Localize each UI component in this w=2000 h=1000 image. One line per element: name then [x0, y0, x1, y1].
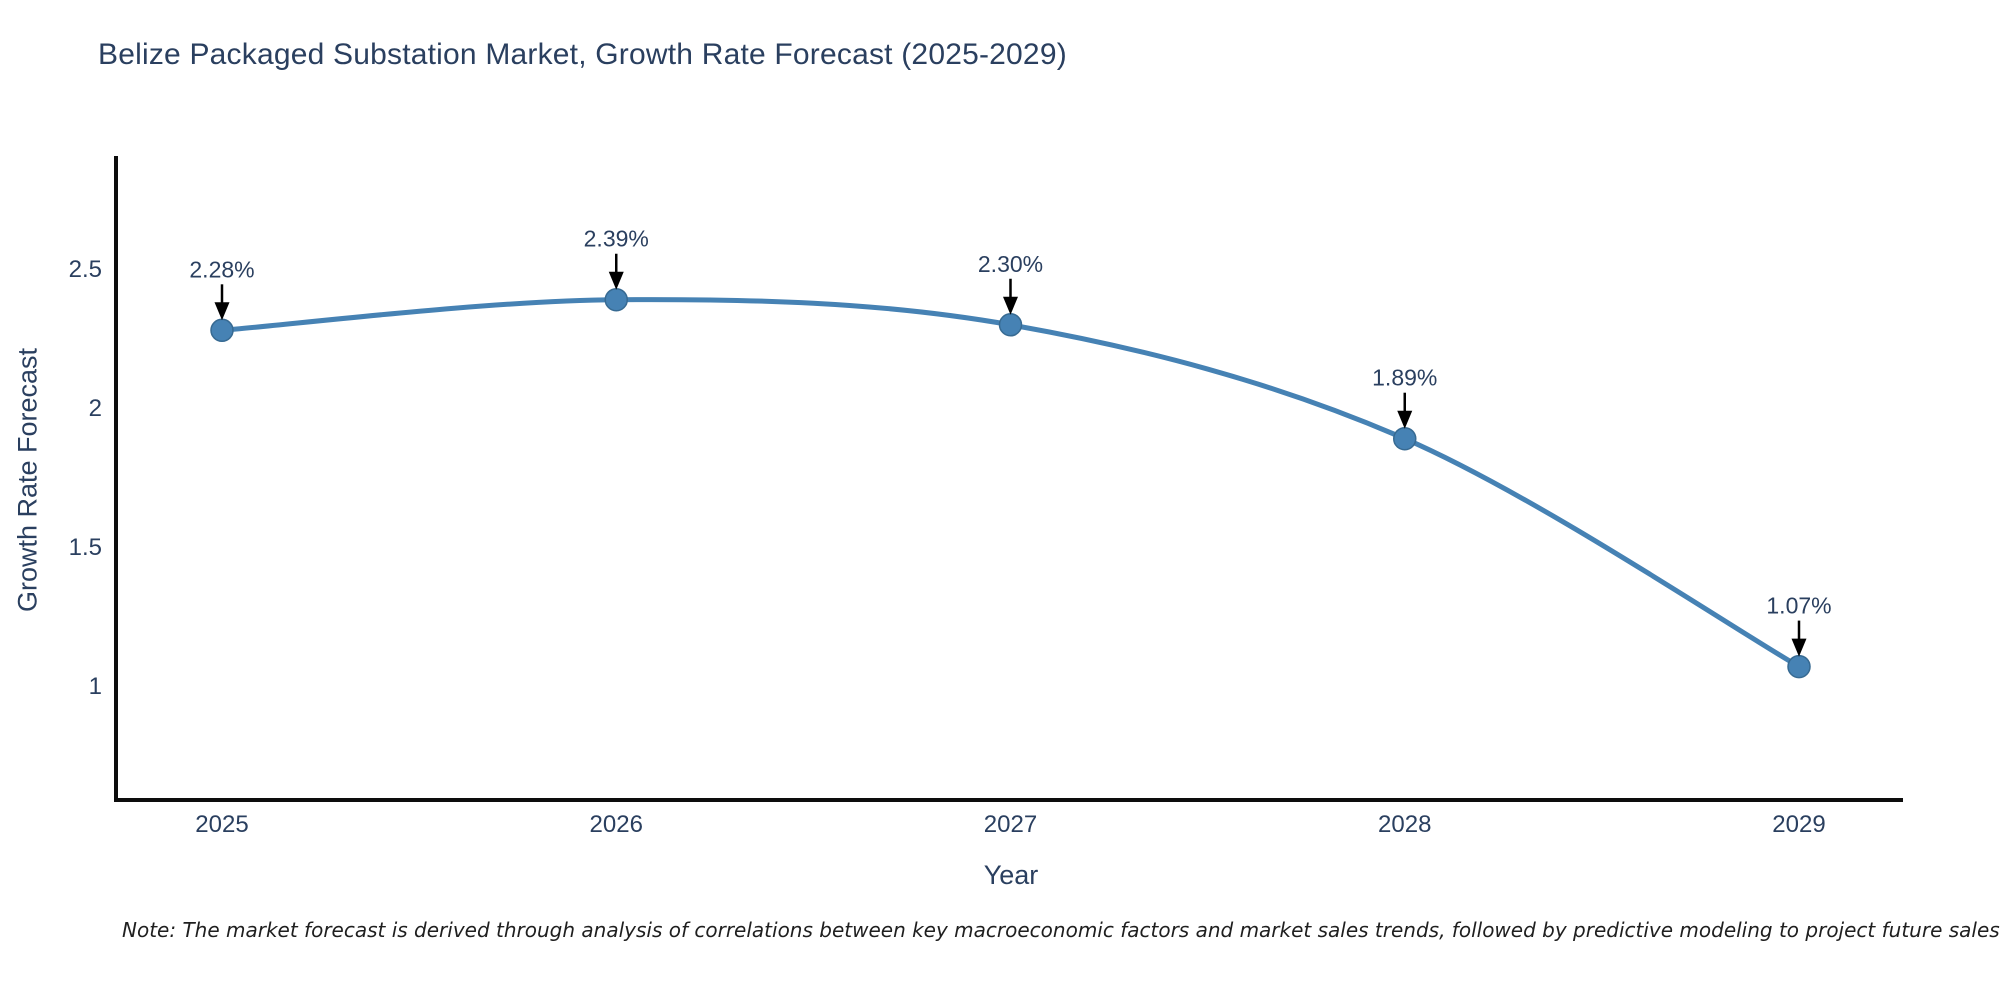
annotation-arrowhead-icon [1791, 638, 1807, 657]
y-tick-label: 1 [89, 673, 102, 700]
point-annotation: 2.30% [978, 251, 1043, 277]
annotation-arrowhead-icon [608, 271, 624, 290]
point-annotation: 1.89% [1372, 365, 1437, 391]
point-annotation: 2.28% [189, 256, 254, 282]
annotation-arrowhead-icon [1003, 296, 1018, 315]
annotation-arrowhead-icon [1397, 410, 1413, 429]
x-tick-label: 2027 [984, 811, 1037, 838]
chart-note: Note: The market forecast is derived thr… [122, 918, 2000, 942]
series-line [219, 297, 1802, 670]
point-annotation: 1.07% [1766, 593, 1831, 619]
y-tick-label: 2 [89, 395, 102, 422]
point-marker [1393, 426, 1417, 451]
point-marker [604, 287, 628, 312]
x-tick-label: 2029 [1772, 811, 1825, 838]
x-tick-label: 2025 [195, 811, 248, 838]
y-tick-label: 2.5 [69, 256, 102, 283]
y-axis-title: Growth Rate Forecast [12, 347, 43, 613]
point-marker [1787, 654, 1811, 679]
x-axis-title: Year [983, 860, 1039, 890]
point-marker [210, 318, 234, 343]
y-tick-label: 1.5 [69, 534, 102, 561]
chart-title: Belize Packaged Substation Market, Growt… [98, 38, 1067, 71]
point-marker [998, 313, 1023, 337]
annotation-arrowhead-icon [214, 302, 230, 321]
point-annotation: 2.39% [584, 226, 649, 252]
x-tick-label: 2028 [1378, 811, 1431, 838]
x-tick-label: 2026 [590, 811, 643, 838]
